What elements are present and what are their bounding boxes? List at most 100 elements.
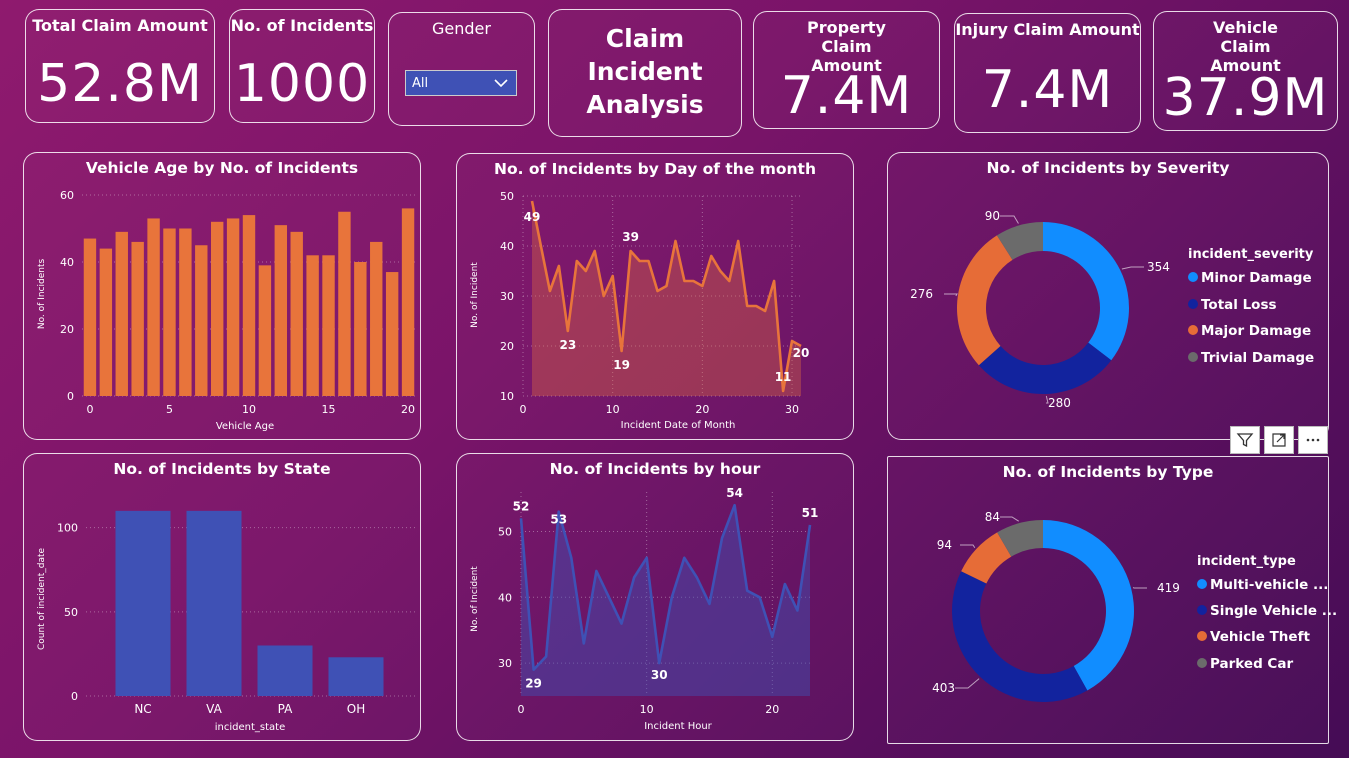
state-ytick: 50 <box>64 606 78 619</box>
day-of-month-xtick: 0 <box>520 403 527 416</box>
type-donut-chart: 419 403 94 84 <box>888 457 1328 743</box>
kpi-total-claim-label: Total Claim Amount <box>26 16 214 35</box>
vehicle-age-bar <box>402 208 414 396</box>
legend-dot-icon <box>1188 352 1198 362</box>
severity-card[interactable]: No. of Incidents by Severity 354 280 276 90… <box>887 152 1329 440</box>
vehicle-age-bar <box>306 255 318 396</box>
report-title-line2: Incident <box>549 55 741 88</box>
more-options-icon[interactable] <box>1298 426 1328 454</box>
hour-data-label: 54 <box>726 486 743 500</box>
severity-leader-line <box>1122 267 1144 269</box>
vehicle-age-bar <box>84 239 96 396</box>
severity-leader-line <box>1000 216 1018 223</box>
hour-xtick: 10 <box>640 703 654 716</box>
hour-ytick: 40 <box>498 591 512 604</box>
kpi-total-claim-card[interactable]: Total Claim Amount 52.8M <box>25 9 215 123</box>
vehicle-age-bar <box>243 215 255 396</box>
hour-ytick: 50 <box>498 525 512 538</box>
severity-data-label: 90 <box>985 209 1000 223</box>
type-legend-title: incident_type <box>1197 554 1296 569</box>
vehicle-age-bar <box>354 262 366 396</box>
focus-mode-icon[interactable] <box>1264 426 1294 454</box>
legend-label: Minor Damage <box>1201 270 1312 286</box>
kpi-injury-value: 7.4M <box>955 60 1140 120</box>
state-xtick: OH <box>347 702 365 716</box>
vehicle-age-bar <box>259 265 271 396</box>
day-of-month-data-label: 39 <box>622 230 639 244</box>
vehicle-age-card[interactable]: Vehicle Age by No. of Incidents Vehicle … <box>23 152 421 440</box>
gender-dropdown-value: All <box>412 76 428 91</box>
severity-data-label: 280 <box>1048 396 1071 410</box>
filter-icon[interactable] <box>1230 426 1260 454</box>
gender-dropdown[interactable]: All <box>405 70 517 96</box>
legend-dot-icon <box>1188 325 1198 335</box>
state-bar <box>329 657 384 696</box>
gender-slicer-label: Gender <box>389 19 534 38</box>
severity-donut-chart: 354 280 276 90 <box>888 153 1328 439</box>
day-of-month-ytick: 10 <box>500 390 514 403</box>
kpi-property-card[interactable]: Property Claim Amount 7.4M <box>753 11 940 129</box>
legend-label: Major Damage <box>1201 323 1311 339</box>
vehicle-age-bar <box>116 232 128 396</box>
legend-label: Multi-vehicle ... <box>1210 577 1328 593</box>
legend-dot-icon <box>1188 272 1198 282</box>
vehicle-age-bar <box>322 255 334 396</box>
vehicle-age-bar <box>370 242 382 396</box>
hour-data-label: 52 <box>513 499 530 513</box>
legend-dot-icon <box>1197 579 1207 589</box>
hour-card[interactable]: No. of Incidents by hour Incident Hour N… <box>456 453 854 741</box>
legend-label: Trivial Damage <box>1201 350 1314 366</box>
legend-item[interactable]: Total Loss <box>1188 297 1277 313</box>
hour-data-label: 29 <box>525 677 542 691</box>
type-card[interactable]: No. of Incidents by Type 419 403 94 84 inci… <box>887 456 1329 744</box>
gender-slicer[interactable]: Gender All <box>388 12 535 126</box>
hour-xlabel: Incident Hour <box>644 721 712 732</box>
vehicle-age-bar <box>227 218 239 396</box>
legend-dot-icon <box>1197 631 1207 641</box>
day-of-month-xtick: 20 <box>695 403 709 416</box>
vehicle-age-bar <box>275 225 287 396</box>
kpi-vehicle-label: Vehicle Claim Amount <box>1154 18 1337 75</box>
vehicle-age-xtick: 5 <box>166 403 173 416</box>
severity-data-label: 354 <box>1147 260 1170 274</box>
day-of-month-ytick: 20 <box>500 340 514 353</box>
day-of-month-data-label: 49 <box>524 210 541 224</box>
legend-dot-icon <box>1197 658 1207 668</box>
vehicle-age-ytick: 20 <box>60 323 74 336</box>
legend-item[interactable]: Vehicle Theft <box>1197 629 1310 645</box>
legend-dot-icon <box>1197 605 1207 615</box>
day-of-month-data-label: 19 <box>613 358 630 372</box>
kpi-incidents-card[interactable]: No. of Incidents 1000 <box>229 9 375 123</box>
legend-item[interactable]: Parked Car <box>1197 656 1293 672</box>
type-leader-line <box>955 679 979 688</box>
type-data-label: 94 <box>937 538 952 552</box>
severity-slice <box>957 235 1012 365</box>
legend-label: Vehicle Theft <box>1210 629 1310 645</box>
kpi-injury-card[interactable]: Injury Claim Amount 7.4M <box>954 13 1141 133</box>
report-title-card: Claim Incident Analysis <box>548 9 742 137</box>
state-xlabel: incident_state <box>215 722 285 733</box>
day-of-month-ylabel: No. of Incident <box>470 262 480 328</box>
state-ytick: 100 <box>57 522 78 535</box>
kpi-vehicle-card[interactable]: Vehicle Claim Amount 37.9M <box>1153 11 1338 131</box>
legend-label: Total Loss <box>1201 297 1277 313</box>
legend-item[interactable]: Multi-vehicle ... <box>1197 577 1328 593</box>
legend-item[interactable]: Minor Damage <box>1188 270 1312 286</box>
legend-item[interactable]: Major Damage <box>1188 323 1311 339</box>
hour-data-label: 51 <box>802 506 819 520</box>
state-card[interactable]: No. of Incidents by State incident_state… <box>23 453 421 741</box>
day-of-month-card[interactable]: No. of Incidents by Day of the month Inc… <box>456 153 854 440</box>
vehicle-age-bar <box>131 242 143 396</box>
legend-dot-icon <box>1188 299 1198 309</box>
vehicle-age-xtick: 0 <box>86 403 93 416</box>
vehicle-age-xlabel: Vehicle Age <box>216 421 274 432</box>
visual-header-toolbar <box>1230 426 1328 454</box>
legend-item[interactable]: Single Vehicle ... <box>1197 603 1337 619</box>
kpi-total-claim-value: 52.8M <box>26 54 214 114</box>
hour-chart: Incident Hour No. of Incident 30 40 50 0 10 2… <box>457 454 853 740</box>
legend-item[interactable]: Trivial Damage <box>1188 350 1314 366</box>
severity-legend-title: incident_severity <box>1188 247 1313 262</box>
type-leader-line <box>960 545 975 548</box>
chevron-down-icon <box>492 74 510 92</box>
legend-label: Single Vehicle ... <box>1210 603 1337 619</box>
